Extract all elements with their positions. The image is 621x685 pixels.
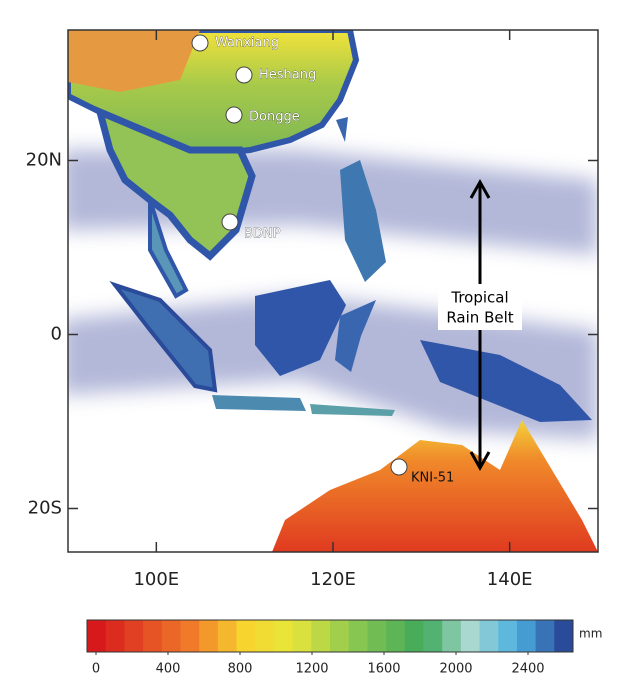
colorbar-label: 1200 [295, 662, 328, 677]
land [255, 280, 346, 376]
color-swatch [554, 620, 574, 652]
colorbar-label: 2400 [511, 662, 544, 677]
land [335, 300, 376, 372]
site-label: Wanxiang [215, 36, 279, 51]
land [340, 160, 386, 282]
color-swatch [498, 620, 518, 652]
color-swatch [180, 620, 200, 652]
rain-belt-label: Rain Belt [446, 309, 513, 327]
color-swatch [273, 620, 294, 652]
rain-belt-label: Tropical [450, 289, 508, 307]
color-swatch [255, 620, 275, 652]
color-swatch [535, 620, 555, 652]
x-tick-label: 140E [487, 569, 533, 590]
land [68, 30, 200, 92]
land [109, 281, 218, 393]
site-label: Heshang [259, 68, 316, 83]
site-marker [225, 106, 243, 124]
site-marker [390, 458, 408, 476]
land [148, 199, 189, 299]
color-swatch [330, 620, 350, 652]
color-swatch [460, 620, 481, 652]
land [310, 404, 395, 416]
color-swatch [386, 620, 406, 652]
land [420, 340, 592, 422]
y-tick-label: 0 [51, 324, 62, 345]
color-swatch [311, 620, 331, 652]
x-tick-label: 100E [133, 569, 179, 590]
land [272, 420, 598, 552]
color-swatch [292, 620, 312, 652]
color-swatch [143, 620, 163, 652]
color-swatch [479, 620, 499, 652]
land [212, 395, 306, 411]
y-tick-label: 20S [28, 498, 62, 519]
color-swatch [423, 620, 443, 652]
x-tick-label: 120E [310, 569, 356, 590]
color-swatch [442, 620, 462, 652]
y-tick-label: 20N [26, 150, 62, 171]
arrowhead [469, 178, 491, 472]
site-marker [221, 213, 239, 231]
label-bg [438, 284, 522, 330]
color-swatch [236, 620, 256, 652]
colorbar-label: 400 [156, 662, 181, 677]
land [94, 106, 256, 261]
site-marker [235, 66, 253, 84]
color-swatch [124, 620, 144, 652]
colorbar-unit: mm [579, 627, 602, 641]
map-area: Tropical Rain Belt Wanxiang Heshang Dong… [68, 30, 598, 552]
site-label: KNI-51 [411, 471, 454, 486]
color-swatch [348, 620, 368, 652]
color-swatch [87, 620, 107, 652]
axes: 100E 120E 140E 20N 0 20S [26, 30, 598, 590]
colorbar-label: 0 [92, 662, 100, 677]
colorbar-label: 2000 [439, 662, 472, 677]
color-swatch [516, 620, 537, 652]
colorbar-label: 800 [228, 662, 253, 677]
color-swatch [404, 620, 424, 652]
colorbar-frame [86, 619, 574, 653]
color-swatch [217, 620, 238, 652]
colorbar-label: 1600 [367, 662, 400, 677]
color-swatch [367, 620, 387, 652]
color-swatch [199, 620, 219, 652]
colorbar: 0 400 800 1200 1600 2000 2400 mm [86, 619, 602, 677]
site-label: BDNP [244, 227, 281, 242]
site-marker [191, 34, 209, 52]
color-swatch [105, 620, 125, 652]
color-swatch [161, 620, 181, 652]
site-label: Dongge [249, 110, 300, 125]
land [336, 117, 348, 142]
